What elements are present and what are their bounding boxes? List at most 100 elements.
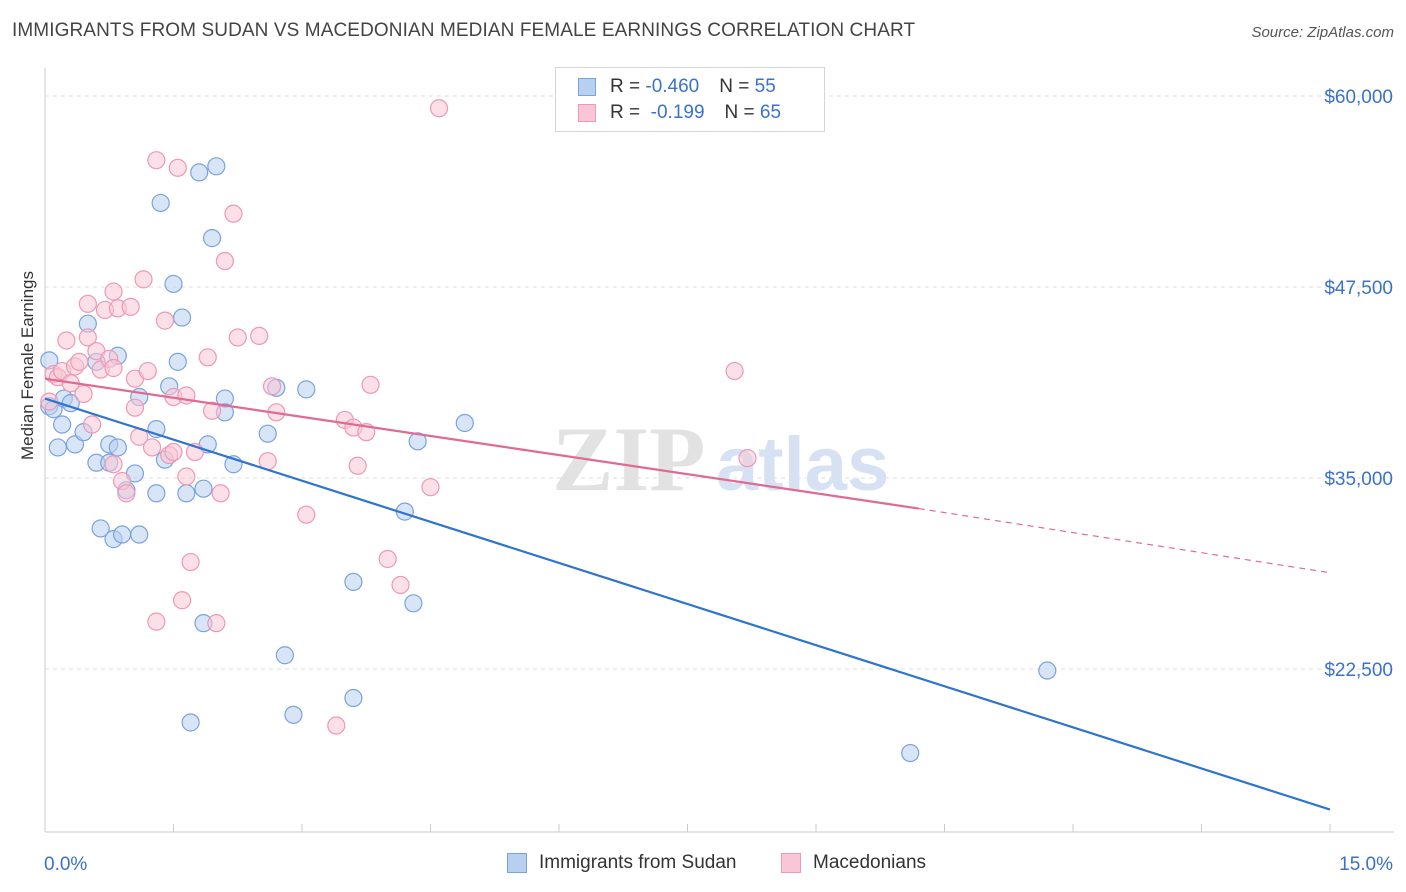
point-sudan: [151, 193, 170, 213]
point-sudan: [130, 525, 149, 544]
bottom-legend-swatch-macedonians: [781, 853, 801, 873]
watermark-zip: ZIP: [552, 408, 705, 510]
point-macedonians: [57, 331, 76, 350]
point-macedonians: [104, 455, 123, 474]
point-macedonians: [74, 384, 93, 404]
point-macedonians: [250, 326, 269, 345]
source-label: Source: ZipAtlas.com: [1251, 24, 1394, 41]
bottom-legend-swatch-sudan: [507, 853, 527, 873]
point-macedonians: [147, 612, 166, 631]
point-sudan: [91, 519, 110, 538]
point-macedonians: [138, 361, 157, 381]
point-macedonians: [215, 251, 234, 271]
point-macedonians: [327, 716, 346, 735]
legend-r-value: -0.460: [645, 76, 700, 97]
point-macedonians: [121, 297, 140, 316]
point-macedonians: [391, 575, 410, 595]
point-sudan: [455, 413, 474, 433]
trend-lines: [44, 377, 1331, 811]
point-macedonians: [147, 151, 166, 170]
point-macedonians: [164, 442, 183, 462]
point-macedonians: [117, 484, 136, 503]
point-macedonians: [177, 467, 196, 486]
point-macedonians: [348, 456, 367, 475]
point-macedonians: [78, 328, 97, 347]
legend-n-label: N =: [719, 76, 755, 97]
point-sudan: [297, 380, 316, 399]
legend-r-label: R =: [610, 76, 646, 97]
point-sudan: [404, 594, 423, 613]
point-sudan: [53, 415, 72, 434]
point-macedonians: [104, 358, 123, 378]
legend-n-value: 55: [754, 76, 776, 97]
legend-n-value: 65: [759, 102, 782, 123]
correlation-legend: R = -0.460 N = 55 R = -0.199 N = 65: [555, 67, 825, 132]
point-sudan: [172, 308, 192, 327]
trend-line-dashed-macedonians: [918, 507, 1331, 574]
point-macedonians: [70, 352, 89, 371]
trend-line-sudan: [44, 397, 1331, 811]
legend-r-value: -0.199: [645, 102, 705, 123]
point-macedonians: [421, 478, 440, 497]
axes: [44, 68, 1394, 833]
tick-labels: $22,500 $35,000 $47,500 $60,000 0.0% 15.0%: [44, 87, 1393, 875]
point-macedonians: [378, 549, 397, 569]
legend-r-label: R =: [610, 102, 646, 123]
scatter-points: [40, 99, 1057, 763]
point-sudan: [48, 438, 67, 457]
point-macedonians: [181, 552, 200, 572]
point-macedonians: [725, 361, 744, 381]
point-macedonians: [83, 415, 102, 434]
point-sudan: [181, 713, 200, 732]
point-macedonians: [224, 204, 243, 223]
grid-lines: [45, 95, 1394, 670]
legend-n-label: N =: [724, 102, 760, 123]
point-sudan: [147, 484, 166, 503]
point-macedonians: [142, 438, 162, 457]
point-macedonians: [202, 401, 222, 420]
point-macedonians: [207, 614, 226, 633]
point-macedonians: [361, 375, 380, 394]
legend-swatch-sudan: [578, 78, 596, 96]
point-sudan: [344, 688, 363, 708]
point-sudan: [112, 525, 132, 544]
legend-swatch-macedonians: [578, 104, 596, 122]
chart-title: IMMIGRANTS FROM SUDAN VS MACEDONIAN MEDI…: [12, 20, 916, 41]
point-macedonians: [155, 311, 175, 330]
point-sudan: [207, 157, 226, 176]
point-sudan: [1038, 661, 1057, 680]
y-tick-label: $35,000: [1324, 469, 1393, 490]
bottom-legend-label-macedonians: Macedonians: [813, 852, 927, 873]
point-macedonians: [211, 484, 230, 503]
point-sudan: [284, 705, 303, 724]
point-sudan: [202, 229, 222, 248]
point-sudan: [344, 572, 363, 592]
point-sudan: [177, 484, 196, 503]
point-sudan: [190, 163, 209, 182]
point-sudan: [164, 274, 183, 294]
point-macedonians: [78, 294, 97, 313]
x-tick-label: 15.0%: [1339, 854, 1393, 875]
y-tick-label: $47,500: [1324, 278, 1393, 299]
point-macedonians: [168, 158, 187, 177]
point-macedonians: [738, 449, 757, 468]
point-sudan: [168, 352, 187, 371]
point-macedonians: [172, 591, 192, 610]
trend-line-macedonians: [44, 377, 919, 510]
y-tick-label: $22,500: [1324, 660, 1393, 681]
point-macedonians: [125, 398, 145, 417]
point-macedonians: [262, 377, 282, 396]
y-tick-label: $60,000: [1324, 87, 1393, 108]
point-sudan: [108, 438, 127, 457]
point-sudan: [275, 646, 294, 665]
y-axis-label: Median Female Earnings: [18, 271, 37, 460]
point-macedonians: [429, 99, 449, 118]
point-macedonians: [297, 505, 316, 524]
point-macedonians: [228, 328, 247, 347]
bottom-legend-label-sudan: Immigrants from Sudan: [539, 852, 737, 873]
watermark: ZIP atlas: [552, 408, 889, 510]
x-tick-label: 0.0%: [44, 854, 87, 875]
point-sudan: [194, 479, 213, 498]
point-sudan: [901, 743, 920, 763]
